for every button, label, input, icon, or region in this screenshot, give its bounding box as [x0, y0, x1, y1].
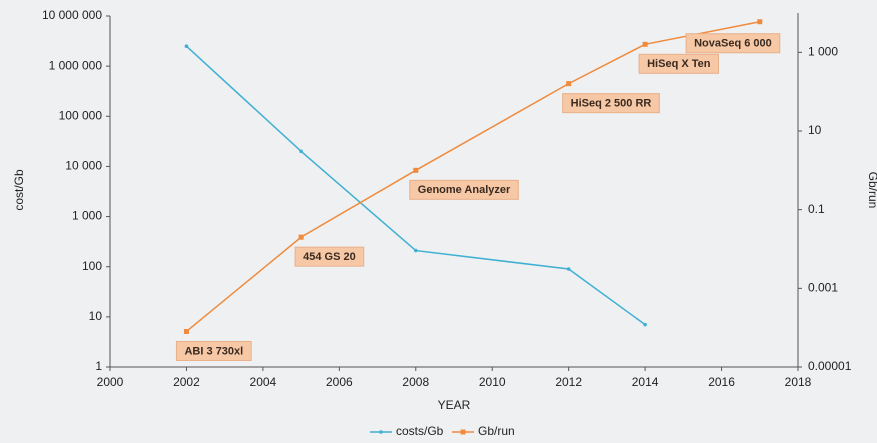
x-tick-label: 2006: [326, 375, 353, 389]
point: [566, 267, 571, 271]
point: [298, 234, 304, 240]
point: [413, 167, 419, 173]
point-label: 454 GS 20: [294, 246, 365, 267]
point-label-box: [685, 33, 781, 54]
y-tick-label: 10 000 000: [42, 8, 102, 22]
x-tick-label: 2004: [250, 375, 277, 389]
point-label-text: 454 GS 20: [303, 251, 356, 263]
point-label: NovaSeq 6 000: [685, 33, 781, 54]
point: [757, 19, 763, 25]
y-tick-label: 1 000 000: [49, 58, 103, 72]
y2-tick-label: 0.1: [808, 202, 825, 216]
y2-tick-label: 1 000: [808, 45, 838, 59]
point: [299, 149, 303, 154]
x-axis-title: YEAR: [438, 398, 471, 412]
point-label: Genome Analyzer: [409, 179, 519, 200]
y2-tick-label: 10: [808, 123, 822, 137]
y-tick-label: 10 000: [65, 159, 102, 173]
legend-label: costs/Gb: [396, 424, 444, 438]
y2-tick-label: 0.001: [808, 281, 838, 295]
legend-label: Gb/run: [478, 424, 515, 438]
point-label-text: NovaSeq 6 000: [694, 38, 772, 50]
y-tick-label: 100: [82, 259, 102, 273]
point: [566, 81, 572, 87]
x-tick-label: 2010: [479, 375, 506, 389]
point: [184, 44, 189, 48]
y-tick-label: 1 000: [72, 209, 102, 223]
x-tick-label: 2016: [708, 375, 735, 389]
point-label: HiSeq X Ten: [638, 53, 719, 74]
point-label: HiSeq 2 500 RR: [562, 93, 660, 114]
point-label-box: [294, 246, 365, 267]
legend-marker: [460, 429, 466, 435]
x-tick-label: 2002: [173, 375, 200, 389]
legend-marker: [379, 430, 383, 434]
x-tick-label: 2012: [555, 375, 582, 389]
point-label: ABI 3 730xl: [175, 340, 252, 361]
y-tick-label: 1: [95, 359, 102, 373]
point-label-text: HiSeq 2 500 RR: [571, 98, 652, 110]
series-line: [185, 20, 760, 333]
point-label-box: [638, 53, 719, 74]
y2-tick-label: 0.00001: [808, 359, 852, 373]
y2-axis-title: Gb/run: [866, 172, 877, 209]
point: [642, 41, 648, 47]
point: [643, 322, 647, 327]
point: [413, 248, 418, 253]
x-tick-label: 2008: [402, 375, 429, 389]
y-tick-label: 10: [89, 309, 103, 323]
point-label-text: Genome Analyzer: [418, 184, 511, 196]
y-tick-label: 100 000: [59, 108, 103, 122]
point: [183, 328, 189, 334]
point-label-text: HiSeq X Ten: [647, 58, 711, 70]
x-tick-label: 2014: [632, 375, 659, 389]
point-label-text: ABI 3 730xl: [184, 345, 243, 357]
x-tick-label: 2000: [97, 375, 124, 389]
point-label-box: [175, 340, 252, 361]
point-label-box: [562, 93, 660, 114]
point-label-box: [409, 179, 519, 200]
y-axis-title: cost/Gb: [12, 169, 26, 211]
x-tick-label: 2018: [785, 375, 812, 389]
